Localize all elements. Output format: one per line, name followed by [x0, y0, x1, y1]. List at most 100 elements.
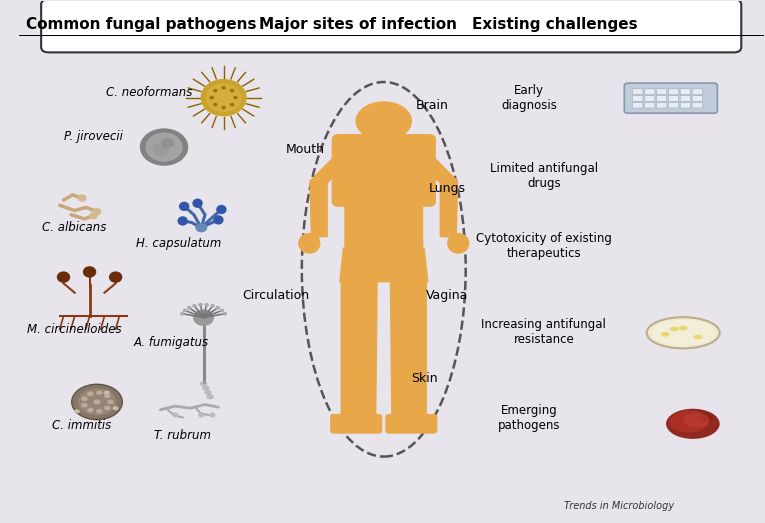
Text: Common fungal pathogens: Common fungal pathogens: [27, 17, 257, 32]
Polygon shape: [389, 281, 427, 420]
Text: H. capsulatum: H. capsulatum: [136, 237, 222, 250]
Ellipse shape: [72, 384, 122, 419]
FancyBboxPatch shape: [656, 103, 667, 108]
Ellipse shape: [152, 143, 168, 156]
Ellipse shape: [298, 233, 321, 254]
FancyBboxPatch shape: [633, 96, 643, 101]
Ellipse shape: [213, 215, 223, 224]
FancyBboxPatch shape: [633, 89, 643, 95]
Ellipse shape: [177, 216, 188, 225]
Ellipse shape: [89, 212, 98, 219]
Ellipse shape: [87, 408, 93, 413]
Text: Cytotoxicity of existing
therapeutics: Cytotoxicity of existing therapeutics: [476, 232, 612, 260]
FancyBboxPatch shape: [692, 103, 702, 108]
Ellipse shape: [666, 408, 720, 439]
Ellipse shape: [670, 327, 679, 332]
Ellipse shape: [679, 326, 688, 331]
Text: Existing challenges: Existing challenges: [472, 17, 638, 32]
Ellipse shape: [216, 306, 220, 310]
Ellipse shape: [78, 195, 86, 202]
FancyBboxPatch shape: [644, 96, 655, 101]
Ellipse shape: [216, 205, 226, 214]
FancyBboxPatch shape: [656, 89, 667, 95]
FancyBboxPatch shape: [0, 35, 765, 36]
Text: Vagina: Vagina: [426, 289, 468, 302]
Ellipse shape: [192, 199, 203, 208]
Ellipse shape: [356, 101, 412, 141]
Ellipse shape: [57, 271, 70, 283]
FancyBboxPatch shape: [692, 89, 702, 95]
Ellipse shape: [447, 233, 470, 254]
Ellipse shape: [145, 132, 183, 162]
Ellipse shape: [179, 202, 190, 211]
Ellipse shape: [221, 86, 226, 89]
FancyBboxPatch shape: [332, 134, 436, 207]
Ellipse shape: [195, 223, 207, 232]
Text: Lungs: Lungs: [428, 182, 466, 195]
Text: Brain: Brain: [415, 99, 448, 112]
FancyBboxPatch shape: [680, 96, 691, 101]
Ellipse shape: [187, 306, 191, 310]
Ellipse shape: [204, 390, 212, 395]
Text: Major sites of infection: Major sites of infection: [259, 17, 457, 32]
FancyBboxPatch shape: [644, 89, 655, 95]
Ellipse shape: [223, 312, 227, 315]
FancyBboxPatch shape: [644, 103, 655, 108]
Text: Mouth: Mouth: [286, 143, 325, 156]
Ellipse shape: [192, 304, 197, 308]
Text: Trends in Microbiology: Trends in Microbiology: [564, 501, 674, 511]
Ellipse shape: [207, 394, 214, 400]
Ellipse shape: [107, 400, 114, 404]
Ellipse shape: [93, 208, 102, 215]
Ellipse shape: [198, 303, 203, 306]
Ellipse shape: [652, 320, 715, 346]
Ellipse shape: [140, 128, 188, 166]
FancyBboxPatch shape: [344, 194, 423, 251]
FancyBboxPatch shape: [633, 103, 643, 108]
FancyBboxPatch shape: [669, 96, 679, 101]
FancyBboxPatch shape: [656, 96, 667, 101]
Text: Increasing antifungal
resistance: Increasing antifungal resistance: [481, 318, 607, 346]
FancyBboxPatch shape: [103, 35, 765, 36]
FancyBboxPatch shape: [680, 89, 691, 95]
Text: Skin: Skin: [412, 372, 438, 385]
Ellipse shape: [104, 391, 109, 395]
Ellipse shape: [96, 409, 103, 414]
Polygon shape: [309, 142, 363, 238]
Polygon shape: [339, 247, 428, 282]
Ellipse shape: [74, 409, 80, 413]
Text: Emerging
pathogens: Emerging pathogens: [498, 404, 560, 431]
Ellipse shape: [104, 406, 111, 411]
Ellipse shape: [646, 317, 720, 348]
Polygon shape: [340, 281, 378, 420]
Ellipse shape: [93, 400, 101, 405]
FancyBboxPatch shape: [680, 103, 691, 108]
Text: Circulation: Circulation: [243, 289, 309, 302]
Text: A. fumigatus: A. fumigatus: [134, 336, 209, 349]
Text: C. immitis: C. immitis: [53, 419, 112, 432]
Ellipse shape: [202, 385, 210, 391]
Ellipse shape: [78, 389, 116, 415]
Ellipse shape: [81, 396, 88, 401]
Ellipse shape: [698, 413, 713, 422]
Text: P. jirovecii: P. jirovecii: [63, 130, 122, 143]
Ellipse shape: [83, 266, 96, 278]
Polygon shape: [405, 142, 458, 238]
FancyBboxPatch shape: [669, 89, 679, 95]
Ellipse shape: [213, 89, 217, 93]
Ellipse shape: [220, 309, 224, 312]
Ellipse shape: [109, 271, 122, 283]
Ellipse shape: [96, 390, 103, 395]
FancyBboxPatch shape: [624, 83, 718, 113]
Ellipse shape: [210, 304, 215, 308]
Ellipse shape: [230, 103, 234, 107]
Ellipse shape: [81, 403, 88, 407]
Ellipse shape: [200, 79, 247, 116]
Ellipse shape: [684, 413, 710, 427]
Ellipse shape: [204, 303, 209, 306]
Ellipse shape: [183, 309, 187, 312]
Ellipse shape: [198, 412, 204, 417]
Ellipse shape: [233, 96, 238, 99]
Ellipse shape: [161, 138, 174, 148]
Text: T. rubrum: T. rubrum: [155, 429, 211, 442]
